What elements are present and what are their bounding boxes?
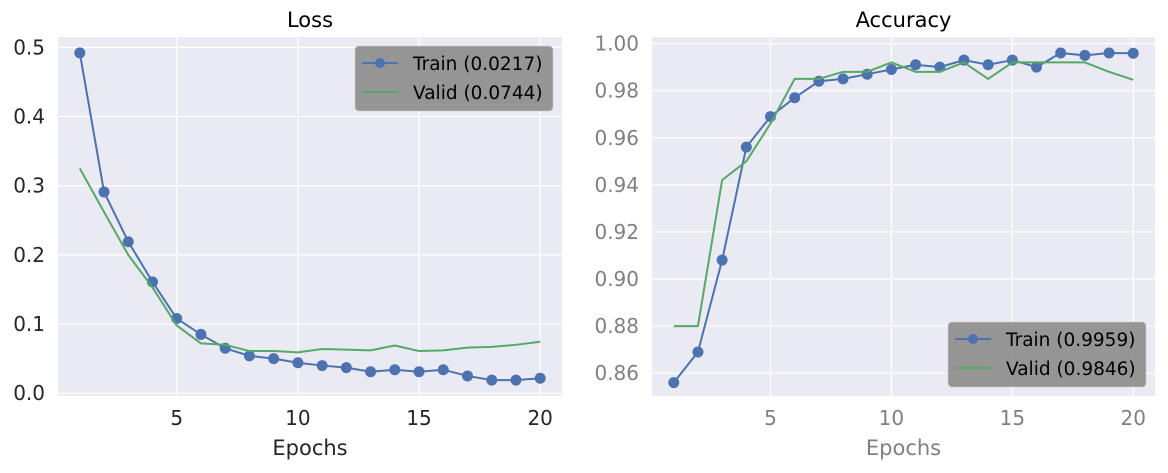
data-point xyxy=(462,370,473,382)
y-tick-label: 0.0 xyxy=(13,381,45,405)
x-tick-label: 20 xyxy=(1121,406,1146,430)
data-point xyxy=(195,328,207,340)
data-point xyxy=(716,254,728,266)
legend: Train (0.9959) Valid (0.9846) xyxy=(947,321,1147,388)
x-tick-label: 5 xyxy=(170,406,183,430)
y-tick-label: 0.90 xyxy=(594,267,639,291)
y-tick-label: 0.88 xyxy=(594,314,639,338)
data-point xyxy=(292,357,304,369)
data-point xyxy=(534,372,546,384)
legend-marker-icon xyxy=(968,334,978,344)
loss-chart: 5 10 15 20 0.0 0.1 0.2 0.3 0.4 0.5 Loss Epochs Train… xyxy=(13,8,562,460)
x-axis-label: Epochs xyxy=(866,436,941,460)
data-point xyxy=(1127,47,1139,59)
data-point xyxy=(982,59,994,71)
accuracy-chart: 5 10 15 20 0.86 0.88 0.90 0.92 0.94 0.96 0.98 1.00 A… xyxy=(594,8,1155,460)
legend-box xyxy=(354,45,554,112)
legend: Train (0.0217) Valid (0.0744) xyxy=(354,45,554,112)
data-point xyxy=(885,63,897,75)
data-point xyxy=(789,92,801,104)
y-tick-label: 0.86 xyxy=(594,361,639,385)
y-tick-label: 0.4 xyxy=(13,105,45,129)
data-point xyxy=(413,366,425,378)
x-tick-label: 20 xyxy=(527,406,552,430)
legend-label: Valid (0.9846) xyxy=(1006,359,1136,380)
data-point xyxy=(122,236,134,248)
y-tick-label: 0.98 xyxy=(594,79,639,103)
data-point xyxy=(486,374,498,386)
y-tick-label: 0.94 xyxy=(594,173,639,197)
data-point xyxy=(668,377,680,389)
y-tick-label: 0.5 xyxy=(13,35,45,59)
data-point xyxy=(837,73,849,85)
data-point xyxy=(98,186,110,198)
y-tick-label: 0.2 xyxy=(13,243,45,267)
chart-title: Loss xyxy=(287,8,333,32)
data-point xyxy=(340,362,352,374)
legend-label: Train (0.0217) xyxy=(412,54,542,75)
x-tick-label: 10 xyxy=(285,406,310,430)
data-point xyxy=(389,364,401,376)
data-point xyxy=(1103,47,1115,59)
data-point xyxy=(740,141,752,153)
data-point xyxy=(316,360,328,372)
data-point xyxy=(437,364,449,376)
data-point xyxy=(365,366,377,378)
chart-title: Accuracy xyxy=(856,8,952,32)
x-tick-label: 15 xyxy=(1000,406,1025,430)
valid-line xyxy=(673,61,1134,328)
data-point xyxy=(1031,61,1043,73)
y-tick-label: 0.96 xyxy=(594,126,639,150)
x-axis-label: Epochs xyxy=(272,436,347,460)
data-point xyxy=(1055,47,1067,59)
valid-line xyxy=(78,167,541,354)
legend-label: Train (0.9959) xyxy=(1005,330,1135,351)
x-tick-label: 10 xyxy=(879,406,904,430)
x-tick-label: 5 xyxy=(764,406,777,430)
x-tick-label: 15 xyxy=(406,406,431,430)
data-point xyxy=(510,374,522,386)
legend-marker-icon xyxy=(375,58,385,68)
data-point xyxy=(74,47,86,59)
legend-box xyxy=(947,321,1147,388)
data-point xyxy=(268,353,280,365)
data-point xyxy=(692,346,704,358)
data-point xyxy=(910,59,922,71)
y-tick-label: 0.1 xyxy=(13,312,45,336)
data-point xyxy=(1079,49,1091,61)
y-tick-label: 1.00 xyxy=(594,32,639,56)
y-tick-label: 0.3 xyxy=(13,174,45,198)
legend-label: Valid (0.0744) xyxy=(413,83,543,104)
data-point xyxy=(243,350,255,362)
y-tick-label: 0.92 xyxy=(594,220,639,244)
